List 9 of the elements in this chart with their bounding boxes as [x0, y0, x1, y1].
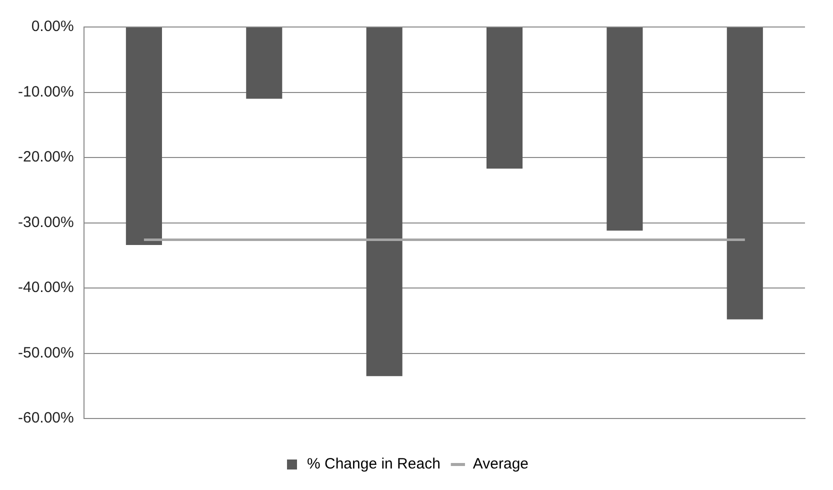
y-tick-label: -10.00% [18, 83, 74, 100]
y-tick-label: -60.00% [18, 410, 74, 427]
y-tick-label: 0.00% [31, 18, 74, 36]
legend-label: % Change in Reach [306, 456, 440, 473]
y-tick-label: -30.00% [18, 214, 74, 231]
y-tick-label: -40.00% [18, 279, 74, 296]
legend-label: Average [472, 456, 529, 473]
y-tick-label: -20.00% [18, 148, 74, 166]
y-tick-label: -50.00% [18, 344, 74, 362]
